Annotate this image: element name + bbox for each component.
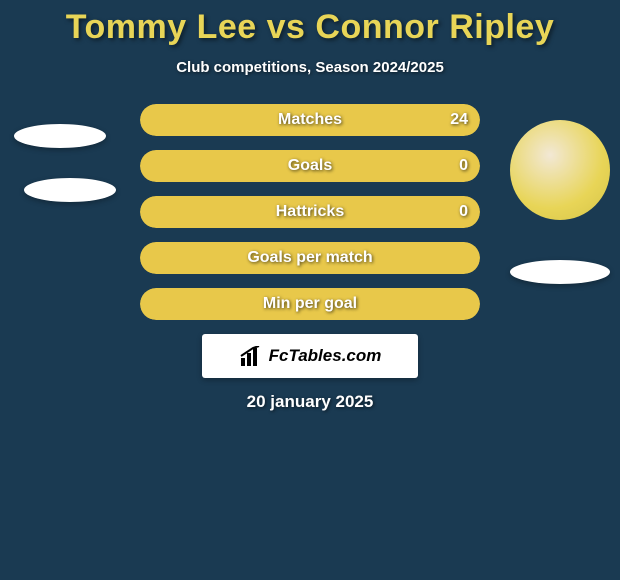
- stats-bars: Matches 24 Goals 0 Hattricks 0 Goals per…: [140, 104, 480, 320]
- subtitle: Club competitions, Season 2024/2025: [0, 59, 620, 76]
- bar-value-right: 24: [450, 104, 468, 136]
- bar-label: Min per goal: [140, 288, 480, 320]
- bar-value-right: 0: [459, 150, 468, 182]
- bar-label: Goals: [140, 150, 480, 182]
- bar-label: Hattricks: [140, 196, 480, 228]
- stat-bar: Min per goal: [140, 288, 480, 320]
- decoration-ellipse: [24, 178, 116, 202]
- date-label: 20 january 2025: [0, 392, 620, 412]
- bar-label: Matches: [140, 104, 480, 136]
- avatar-image: [510, 120, 610, 220]
- stat-bar: Goals per match: [140, 242, 480, 274]
- brand-logo[interactable]: FcTables.com: [202, 334, 418, 378]
- decoration-ellipse: [14, 124, 106, 148]
- stat-bar: Matches 24: [140, 104, 480, 136]
- bar-chart-icon: [239, 346, 263, 366]
- player-right-avatar: [510, 120, 610, 220]
- decoration-ellipse: [510, 260, 610, 284]
- stat-bar: Goals 0: [140, 150, 480, 182]
- brand-text: FcTables.com: [269, 346, 382, 366]
- bar-label: Goals per match: [140, 242, 480, 274]
- page-title: Tommy Lee vs Connor Ripley: [0, 8, 620, 47]
- bar-value-right: 0: [459, 196, 468, 228]
- stat-bar: Hattricks 0: [140, 196, 480, 228]
